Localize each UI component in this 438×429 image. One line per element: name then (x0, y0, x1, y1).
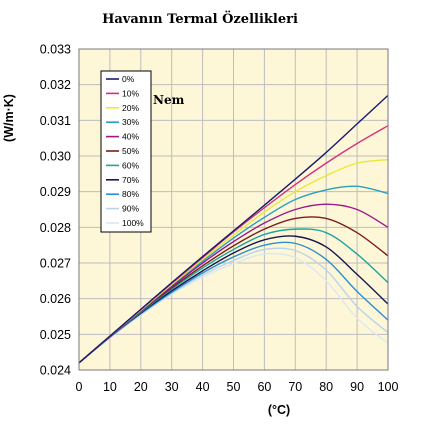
legend-entry: 90% (122, 204, 139, 214)
y-axis-ticks: 0.024 0.025 0.026 0.027 0.028 0.029 0.030 0.031… (40, 43, 71, 378)
series-line-0pct (78, 94, 389, 364)
legend-entry: 70% (122, 175, 139, 185)
y-tick-label: 0.027 (40, 257, 71, 271)
legend-entry: 60% (122, 160, 139, 170)
y-axis-label: (W/m·K) (2, 94, 16, 142)
series-lines (78, 94, 389, 364)
humidity-annotation: Nem (153, 93, 185, 107)
x-tick-label: 10 (103, 380, 117, 394)
y-tick-label: 0.033 (40, 43, 71, 57)
y-tick-label: 0.024 (40, 364, 71, 378)
y-tick-label: 0.025 (40, 328, 71, 342)
y-tick-label: 0.028 (40, 221, 71, 235)
legend-entry: 50% (122, 146, 139, 156)
x-axis-ticks: 0 10 20 30 40 50 60 70 80 90 100 (76, 380, 399, 394)
legend-entry: 80% (122, 189, 139, 199)
y-tick-label: 0.029 (40, 185, 71, 199)
x-tick-label: 70 (288, 380, 302, 394)
x-tick-label: 20 (134, 380, 148, 394)
legend-entry: 30% (122, 117, 139, 127)
x-tick-label: 40 (196, 380, 210, 394)
plot-border (78, 48, 389, 371)
y-tick-label: 0.032 (40, 78, 71, 92)
legend: 0% 10% 20% 30% 40% 50% 60% 70% 80% 90% 100% (100, 70, 152, 233)
x-tick-label: 60 (257, 380, 271, 394)
legend-entry: 100% (122, 218, 144, 228)
y-tick-label: 0.031 (40, 114, 71, 128)
legend-entry: 10% (122, 88, 139, 98)
y-tick-label: 0.030 (40, 150, 71, 164)
legend-entry: 0% (122, 74, 135, 84)
x-axis-label: (°C) (268, 403, 290, 417)
x-tick-label: 90 (350, 380, 364, 394)
y-tick-label: 0.026 (40, 292, 71, 306)
chart-title: Havanın Termal Özellikleri (102, 10, 298, 27)
legend-entry: 20% (122, 103, 139, 113)
legend-entry: 40% (122, 132, 139, 142)
x-tick-label: 100 (378, 380, 399, 394)
x-tick-label: 80 (319, 380, 333, 394)
x-tick-label: 30 (165, 380, 179, 394)
x-tick-label: 50 (227, 380, 241, 394)
x-tick-label: 0 (76, 380, 83, 394)
